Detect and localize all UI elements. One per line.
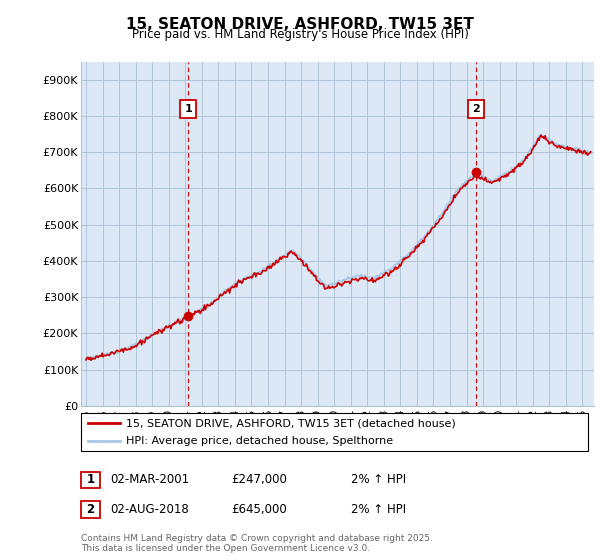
Text: 2% ↑ HPI: 2% ↑ HPI — [351, 503, 406, 516]
Text: 02-MAR-2001: 02-MAR-2001 — [110, 473, 189, 487]
Text: HPI: Average price, detached house, Spelthorne: HPI: Average price, detached house, Spel… — [126, 436, 393, 446]
Text: 2: 2 — [86, 503, 95, 516]
Text: 2% ↑ HPI: 2% ↑ HPI — [351, 473, 406, 487]
Text: 1: 1 — [86, 473, 95, 487]
Text: 02-AUG-2018: 02-AUG-2018 — [110, 503, 188, 516]
Text: £247,000: £247,000 — [231, 473, 287, 487]
Text: Price paid vs. HM Land Registry's House Price Index (HPI): Price paid vs. HM Land Registry's House … — [131, 28, 469, 41]
Text: 1: 1 — [184, 104, 192, 114]
Text: 15, SEATON DRIVE, ASHFORD, TW15 3ET: 15, SEATON DRIVE, ASHFORD, TW15 3ET — [126, 17, 474, 32]
Text: £645,000: £645,000 — [231, 503, 287, 516]
Text: 15, SEATON DRIVE, ASHFORD, TW15 3ET (detached house): 15, SEATON DRIVE, ASHFORD, TW15 3ET (det… — [126, 418, 456, 428]
Text: Contains HM Land Registry data © Crown copyright and database right 2025.
This d: Contains HM Land Registry data © Crown c… — [81, 534, 433, 553]
Text: 2: 2 — [472, 104, 480, 114]
